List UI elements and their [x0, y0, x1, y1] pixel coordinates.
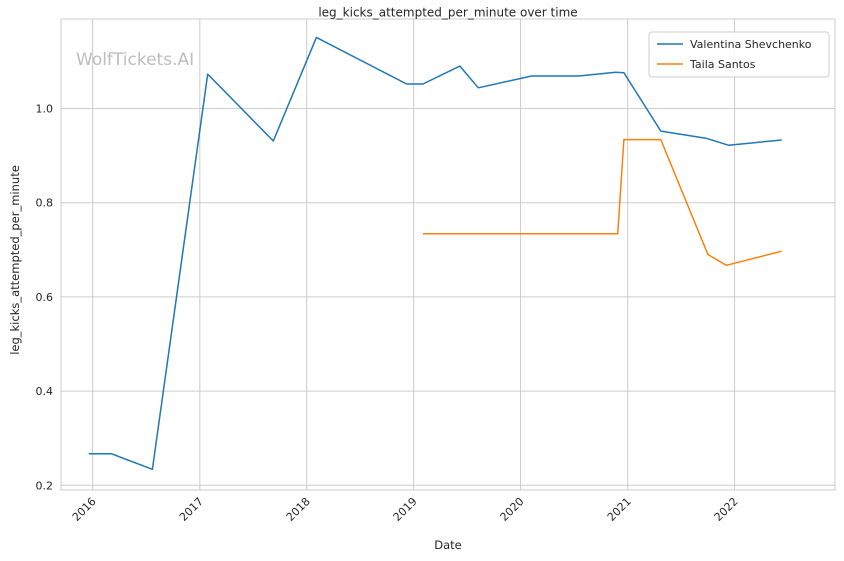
x-tick-label: 2021	[605, 495, 634, 524]
y-axis-label: leg_kicks_attempted_per_minute	[8, 165, 22, 355]
chart-title: leg_kicks_attempted_per_minute over time	[318, 6, 577, 20]
y-tick-label: 0.2	[36, 479, 54, 492]
series-layer	[88, 36, 782, 471]
x-tick-label: 2019	[391, 495, 420, 524]
x-axis-ticks: 2016 2017 2018 2019 2020 2021 2022	[70, 495, 741, 524]
x-tick-label: 2018	[284, 495, 313, 524]
watermark: WolfTickets.AI	[76, 50, 194, 70]
x-axis-label: Date	[434, 538, 462, 552]
y-tick-label: 0.6	[36, 291, 54, 304]
plot-frame	[60, 18, 836, 491]
legend-entry-taila-santos: Taila Santos	[689, 58, 756, 71]
y-axis-ticks: 0.2 0.4 0.6 0.8 1.0	[36, 102, 54, 492]
legend: Valentina Shevchenko Taila Santos	[648, 31, 830, 78]
x-tick-label: 2016	[70, 495, 99, 524]
y-tick-label: 0.8	[36, 197, 54, 210]
grid	[61, 19, 835, 490]
x-tick-label: 2017	[177, 495, 206, 524]
y-tick-label: 1.0	[36, 102, 54, 115]
y-tick-label: 0.4	[36, 385, 54, 398]
x-tick-label: 2022	[712, 495, 741, 524]
legend-box	[648, 31, 830, 78]
series-line-taila-santos	[423, 138, 782, 267]
series-line-valentina-shevchenko	[88, 36, 782, 471]
x-tick-label: 2020	[498, 495, 527, 524]
legend-entry-valentina-shevchenko: Valentina Shevchenko	[690, 38, 812, 51]
